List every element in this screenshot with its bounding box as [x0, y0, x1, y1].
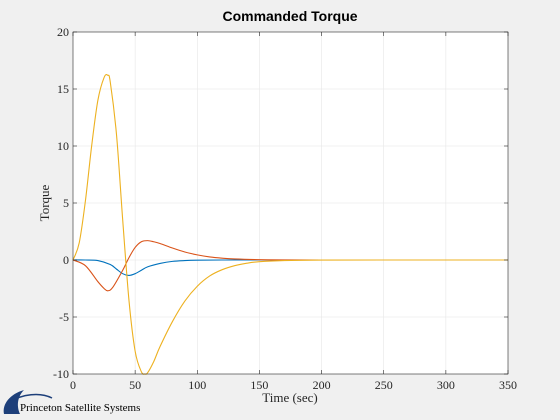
- y-tick-label: 15: [57, 82, 69, 96]
- grid: [73, 32, 508, 374]
- series-group: [72, 74, 509, 375]
- tick-labels: 0 50 100 150 200 250 300 350 -10 -5 0 5 10 15 20: [53, 25, 517, 392]
- chart-title: Commanded Torque: [222, 8, 357, 24]
- logo: Princeton Satellite Systems: [3, 390, 140, 414]
- y-tick-label: 20: [57, 25, 69, 39]
- x-tick-label: 100: [188, 378, 206, 392]
- y-tick-label: 5: [63, 196, 69, 210]
- y-axis-label: Torque: [37, 184, 52, 221]
- series-line-1: [72, 259, 508, 276]
- x-tick-label: 200: [313, 378, 331, 392]
- x-tick-label: 50: [129, 378, 141, 392]
- x-tick-label: 300: [437, 378, 455, 392]
- ticks: [72, 31, 509, 375]
- x-tick-label: 0: [70, 378, 76, 392]
- y-tick-label: 0: [63, 253, 69, 267]
- logo-text: Princeton Satellite Systems: [20, 402, 140, 414]
- series-line-2: [72, 240, 509, 292]
- series-line-3: [72, 74, 509, 375]
- x-axis-label: Time (sec): [262, 390, 318, 405]
- x-tick-label: 150: [250, 378, 268, 392]
- y-tick-label: -10: [53, 367, 69, 381]
- y-tick-label: -5: [59, 310, 69, 324]
- x-tick-label: 250: [375, 378, 393, 392]
- logo-orbit-icon: [9, 393, 53, 403]
- logo-swoosh-icon: [3, 390, 24, 414]
- y-tick-label: 10: [57, 139, 69, 153]
- x-tick-label: 350: [499, 378, 517, 392]
